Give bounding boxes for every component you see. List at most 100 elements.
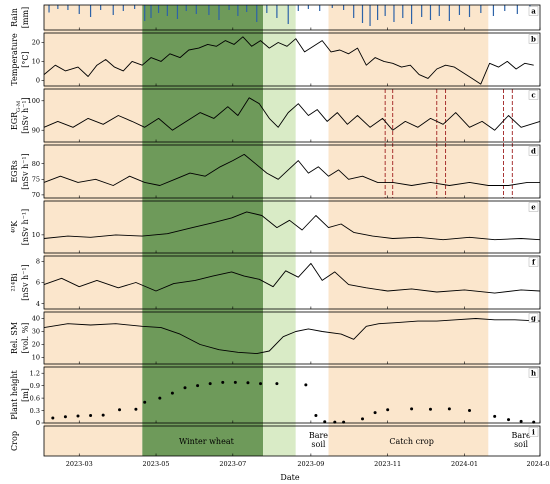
plant-height-point	[76, 414, 80, 418]
plant-height-point	[63, 415, 67, 419]
panel-frame-b	[43, 32, 541, 87]
y-tick-label: 10	[32, 354, 40, 362]
panel-letter-box	[528, 427, 539, 437]
y-axis-label: ⁴⁰K	[10, 220, 19, 233]
plant-height-point	[51, 416, 55, 420]
plant-height-point	[360, 417, 364, 421]
y-tick-label: 6	[36, 279, 40, 287]
panel-letter: h	[531, 369, 536, 378]
panel-frame-e	[43, 200, 541, 254]
panel-frame-a	[43, 4, 541, 31]
series-line-d	[43, 153, 540, 186]
crop-period-band	[328, 5, 489, 456]
y-tick-label: 0.9	[30, 382, 40, 390]
series-line-g	[43, 318, 541, 355]
y-axis-label: Temperature	[10, 33, 19, 86]
plant-height-point	[118, 408, 122, 412]
y-tick-label: 100	[28, 97, 40, 105]
plant-height-point	[183, 386, 187, 390]
plant-height-point	[158, 396, 162, 400]
plant-height-point	[428, 407, 432, 411]
y-axis-unit-label: [nSv h⁻¹]	[21, 97, 30, 134]
y-tick-label: 30	[32, 328, 40, 336]
panel-frame-i	[43, 425, 541, 457]
y-axis-label: Rain	[10, 8, 19, 27]
y-tick-label: 0.3	[30, 407, 40, 415]
plant-height-point	[373, 411, 377, 415]
y-axis-unit-label: [mm]	[21, 7, 30, 28]
plant-height-point	[246, 381, 250, 385]
crop-label: soil	[311, 440, 325, 449]
series-line-c	[43, 97, 541, 131]
plant-height-point	[386, 408, 390, 412]
panel-letter: b	[531, 35, 536, 44]
y-axis-label-subscript: G-M	[16, 101, 22, 112]
y-axis-label: ²¹⁴Bi	[10, 273, 19, 292]
panel-frame-d	[43, 144, 541, 199]
plant-height-point	[89, 414, 93, 418]
panel-letter: a	[531, 7, 536, 16]
y-axis-unit-label: [nSv h⁻¹]	[21, 153, 30, 190]
panel-letter-box	[528, 202, 539, 212]
event-marker-lines	[384, 89, 513, 198]
panel-letter: c	[531, 91, 535, 100]
y-tick-label: 70	[32, 191, 40, 199]
panel-frame-c	[43, 88, 541, 143]
crop-period-band	[295, 5, 329, 456]
y-tick-label: 10	[32, 58, 40, 66]
crop-period-band	[44, 5, 143, 456]
y-axis-label: Rel. SM	[10, 322, 19, 354]
panel-frame-h	[43, 366, 541, 424]
series-line-b	[43, 36, 534, 85]
plant-height-point	[101, 413, 105, 417]
plant-height-point	[221, 380, 225, 384]
y-axis-unit-label: [nSv h⁻¹]	[21, 209, 30, 246]
plant-height-point	[233, 380, 237, 384]
panel-letter-box	[528, 368, 539, 378]
panel-frame-g	[43, 311, 541, 365]
crop-label: Catch crop	[389, 437, 434, 446]
panel-letter-box	[528, 34, 539, 44]
y-tick-label: 90	[32, 126, 40, 134]
x-tick-label: 2023-05	[143, 460, 170, 468]
y-axis-unit-label: [°C]	[21, 51, 30, 67]
plant-height-point	[304, 383, 308, 387]
plant-height-point	[134, 407, 138, 411]
panel-letter-box	[528, 257, 539, 267]
crop-period-backgrounds	[44, 5, 540, 456]
y-tick-label: 75	[32, 175, 40, 183]
x-tick-label: 2023-07	[219, 460, 246, 468]
crop-label: Bare	[512, 431, 531, 440]
panel-letter: i	[532, 428, 535, 437]
plant-height-point	[314, 414, 318, 418]
crop-label: Bare	[309, 431, 328, 440]
panel-letter: g	[531, 314, 536, 323]
y-axis-unit-label: [nSv h⁻¹]	[21, 264, 30, 301]
plant-height-point	[519, 419, 523, 423]
y-axis-label: Plant height	[10, 369, 19, 419]
plant-height-point	[208, 382, 212, 386]
y-tick-label: 10	[32, 231, 40, 239]
crop-period-band	[263, 5, 296, 456]
y-axis-unit-label: [vol. %]	[21, 323, 30, 354]
x-axis-label: Date	[280, 473, 299, 482]
y-axis-unit-label: [m]	[21, 388, 30, 402]
x-tick-label: 2023-11	[374, 460, 401, 468]
plant-height-point	[170, 391, 174, 395]
x-tick-label: 2023-03	[66, 460, 93, 468]
y-tick-label: 1.2	[30, 369, 40, 377]
panel-letter-box	[528, 313, 539, 323]
x-tick-label: 2024-03	[526, 460, 550, 468]
y-tick-label: 0	[36, 77, 40, 85]
plant-height-point	[323, 420, 327, 424]
y-axis-label: EGRs	[10, 160, 19, 182]
crop-label: soil	[514, 440, 528, 449]
plant-height-point	[468, 409, 472, 413]
series-line-e	[43, 211, 541, 241]
y-axis-label: Crop	[10, 431, 19, 451]
plant-height-point	[143, 400, 147, 404]
y-tick-label: 0.6	[30, 394, 40, 402]
